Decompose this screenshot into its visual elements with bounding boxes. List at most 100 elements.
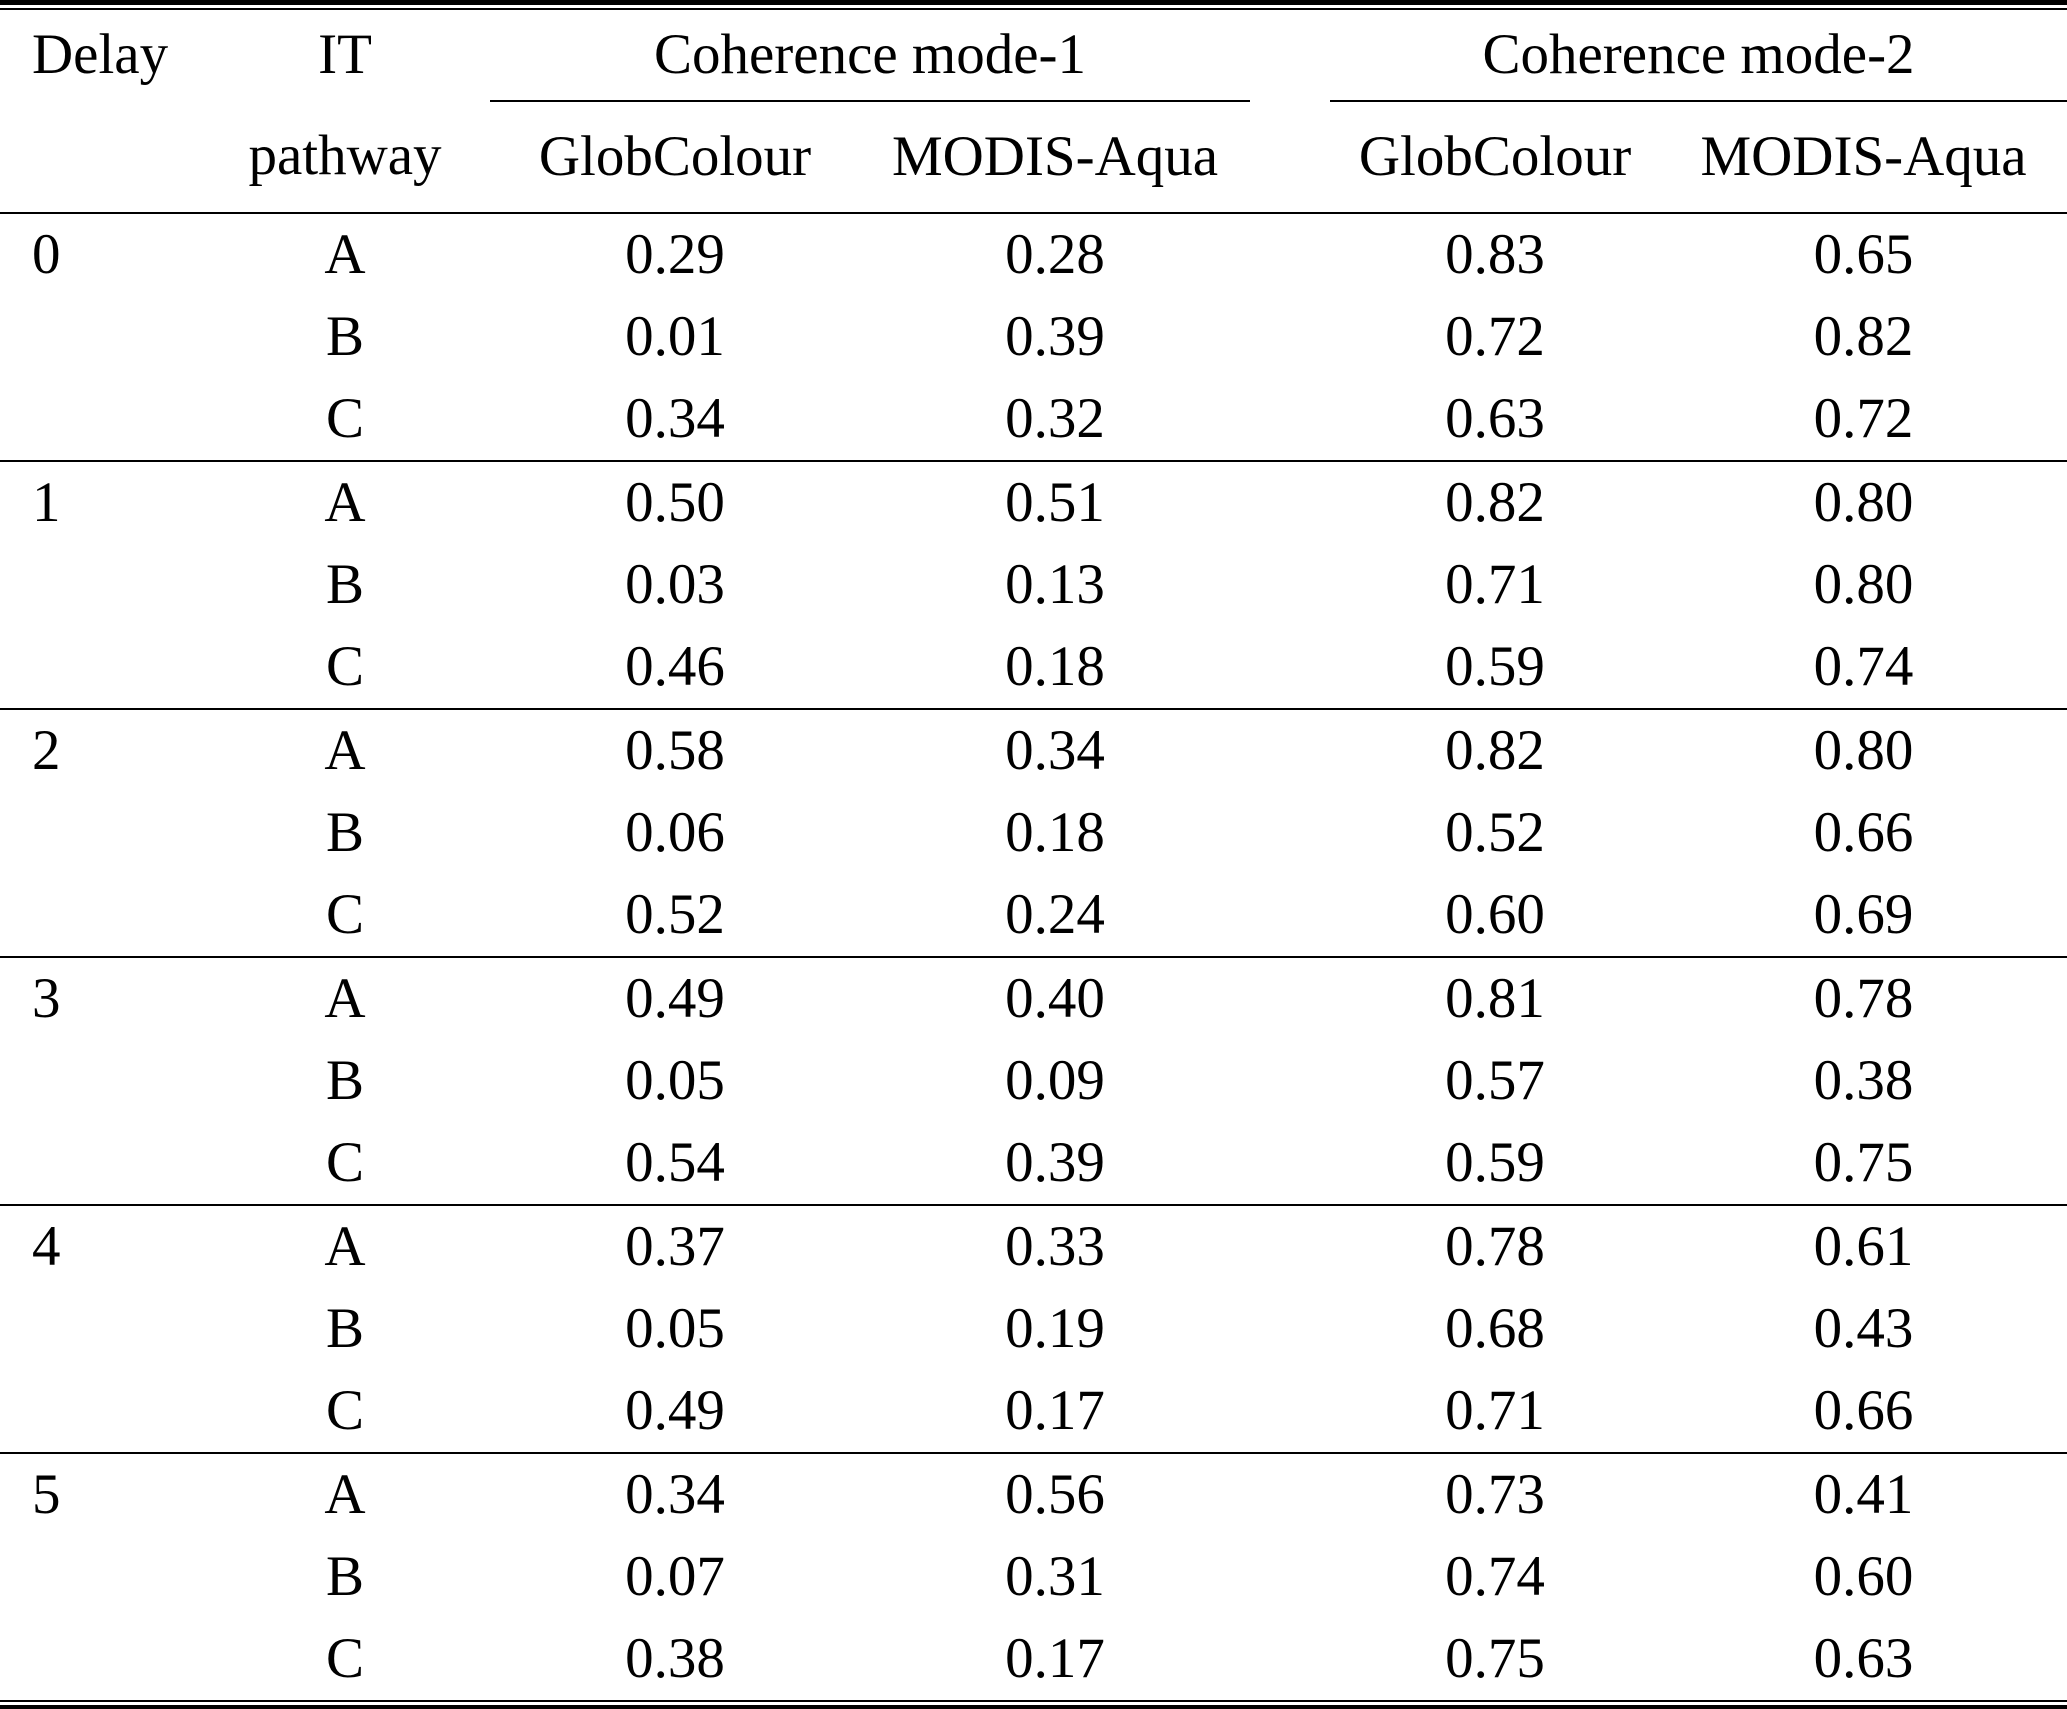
table-row: 0 A 0.29 0.28 0.83 0.65	[0, 213, 2067, 296]
value-cell-mode1-modis-aqua: 0.09	[1005, 1048, 1105, 1112]
value-cell-mode1-globcolour: 0.46	[625, 634, 725, 698]
table-row: C 0.52 0.24 0.60 0.69	[0, 874, 2067, 957]
delay-block: 2 A 0.58 0.34 0.82 0.80 B 0.06 0.18 0.52 0.66 C 0.52…	[0, 709, 2067, 957]
delay-cell: 3	[32, 966, 61, 1030]
pathway-cell: A	[324, 718, 366, 782]
value-cell-mode2-modis-aqua: 0.41	[1813, 1462, 1914, 1526]
delay-cell	[0, 1536, 200, 1618]
table-row: 3 A 0.49 0.40 0.81 0.78	[0, 957, 2067, 1040]
value-cell-mode1-globcolour: 0.58	[625, 718, 725, 782]
value-cell-mode2-globcolour: 0.57	[1445, 1048, 1545, 1112]
table-row: B 0.05 0.19 0.68 0.43	[0, 1288, 2067, 1370]
value-cell-mode2-globcolour: 0.60	[1445, 882, 1545, 946]
spacer-cell	[1250, 1618, 1330, 1701]
pathway-cell: A	[324, 222, 366, 286]
pathway-cell: C	[325, 1130, 365, 1194]
value-cell-mode1-modis-aqua: 0.56	[1005, 1462, 1105, 1526]
value-cell-mode2-modis-aqua: 0.69	[1813, 882, 1914, 946]
spacer-cell	[1250, 1040, 1330, 1122]
value-cell-mode2-modis-aqua: 0.80	[1813, 552, 1914, 616]
value-cell-mode1-modis-aqua: 0.24	[1005, 882, 1105, 946]
spacer-cell	[1250, 1205, 1330, 1288]
pathway-cell: C	[325, 1378, 365, 1442]
table-row: 2 A 0.58 0.34 0.82 0.80	[0, 709, 2067, 792]
pathway-cell: B	[325, 1048, 365, 1112]
delay-cell	[0, 296, 200, 378]
value-cell-mode2-modis-aqua: 0.82	[1813, 304, 1914, 368]
value-cell-mode1-modis-aqua: 0.40	[1005, 966, 1105, 1030]
table-row: B 0.05 0.09 0.57 0.38	[0, 1040, 2067, 1122]
delay-cell	[0, 792, 200, 874]
delay-cell: 1	[32, 470, 61, 534]
value-cell-mode2-modis-aqua: 0.65	[1813, 222, 1914, 286]
delay-cell	[0, 1618, 200, 1701]
table-row: 1 A 0.50 0.51 0.82 0.80	[0, 461, 2067, 544]
spacer-cell	[1250, 461, 1330, 544]
value-cell-mode1-modis-aqua: 0.33	[1005, 1214, 1105, 1278]
value-cell-mode1-globcolour: 0.38	[625, 1626, 725, 1690]
value-cell-mode1-modis-aqua: 0.18	[1005, 800, 1105, 864]
value-cell-mode1-globcolour: 0.06	[625, 800, 725, 864]
value-cell-mode1-globcolour: 0.03	[625, 552, 725, 616]
value-cell-mode1-globcolour: 0.01	[625, 304, 725, 368]
value-cell-mode1-modis-aqua: 0.13	[1005, 552, 1105, 616]
pathway-cell: A	[324, 470, 366, 534]
value-cell-mode2-modis-aqua: 0.80	[1813, 470, 1914, 534]
spacer-cell	[1250, 874, 1330, 957]
delay-cell	[0, 544, 200, 626]
delay-cell	[0, 1040, 200, 1122]
delay-cell: 4	[32, 1214, 61, 1278]
value-cell-mode1-modis-aqua: 0.39	[1005, 304, 1105, 368]
header-spacer	[1250, 101, 1330, 213]
pathway-cell: B	[325, 552, 365, 616]
value-cell-mode1-globcolour: 0.49	[625, 1378, 725, 1442]
spacer-cell	[1250, 1122, 1330, 1205]
delay-block: 4 A 0.37 0.33 0.78 0.61 B 0.05 0.19 0.68 0.43 C 0.49…	[0, 1205, 2067, 1453]
value-cell-mode2-globcolour: 0.81	[1445, 966, 1545, 1030]
value-cell-mode1-globcolour: 0.05	[625, 1296, 725, 1360]
pathway-cell: C	[325, 634, 365, 698]
value-cell-mode1-globcolour: 0.54	[625, 1130, 725, 1194]
header-row-subcolumns: pathway GlobColour MODIS-Aqua GlobColour…	[0, 101, 2067, 213]
pathway-cell: B	[325, 1544, 365, 1608]
value-cell-mode1-modis-aqua: 0.32	[1005, 386, 1105, 450]
value-cell-mode1-globcolour: 0.34	[625, 386, 725, 450]
value-cell-mode1-modis-aqua: 0.51	[1005, 470, 1105, 534]
value-cell-mode1-globcolour: 0.49	[625, 966, 725, 1030]
value-cell-mode2-globcolour: 0.72	[1445, 304, 1545, 368]
spacer-cell	[1250, 1370, 1330, 1453]
delay-block: 0 A 0.29 0.28 0.83 0.65 B 0.01 0.39 0.72 0.82 C 0.34…	[0, 213, 2067, 461]
value-cell-mode1-modis-aqua: 0.34	[1005, 718, 1105, 782]
table-row: C 0.46 0.18 0.59 0.74	[0, 626, 2067, 709]
table-row: 4 A 0.37 0.33 0.78 0.61	[0, 1205, 2067, 1288]
value-cell-mode1-modis-aqua: 0.19	[1005, 1296, 1105, 1360]
delay-cell: 2	[32, 718, 61, 782]
pathway-cell: A	[324, 1462, 366, 1526]
top-rule-thick	[0, 0, 2067, 5]
delay-cell	[0, 626, 200, 709]
value-cell-mode2-modis-aqua: 0.66	[1813, 1378, 1914, 1442]
value-cell-mode1-globcolour: 0.52	[625, 882, 725, 946]
spacer-cell	[1250, 626, 1330, 709]
value-cell-mode1-modis-aqua: 0.28	[1005, 222, 1105, 286]
table-row: C 0.38 0.17 0.75 0.63	[0, 1618, 2067, 1701]
value-cell-mode2-globcolour: 0.59	[1445, 1130, 1545, 1194]
pathway-cell: C	[325, 386, 365, 450]
value-cell-mode2-globcolour: 0.63	[1445, 386, 1545, 450]
value-cell-mode2-modis-aqua: 0.78	[1813, 966, 1914, 1030]
spacer-cell	[1250, 1288, 1330, 1370]
spacer-cell	[1250, 957, 1330, 1040]
value-cell-mode2-modis-aqua: 0.60	[1813, 1544, 1914, 1608]
spacer-cell	[1250, 792, 1330, 874]
value-cell-mode2-globcolour: 0.71	[1445, 552, 1545, 616]
delay-cell	[0, 874, 200, 957]
delay-cell	[0, 1370, 200, 1453]
pathway-cell: C	[325, 882, 365, 946]
bottom-rule-gap	[0, 1702, 2067, 1705]
value-cell-mode1-modis-aqua: 0.17	[1005, 1378, 1105, 1442]
value-cell-mode1-globcolour: 0.50	[625, 470, 725, 534]
pathway-cell: A	[324, 1214, 366, 1278]
value-cell-mode2-globcolour: 0.83	[1445, 222, 1545, 286]
value-cell-mode2-modis-aqua: 0.61	[1813, 1214, 1914, 1278]
